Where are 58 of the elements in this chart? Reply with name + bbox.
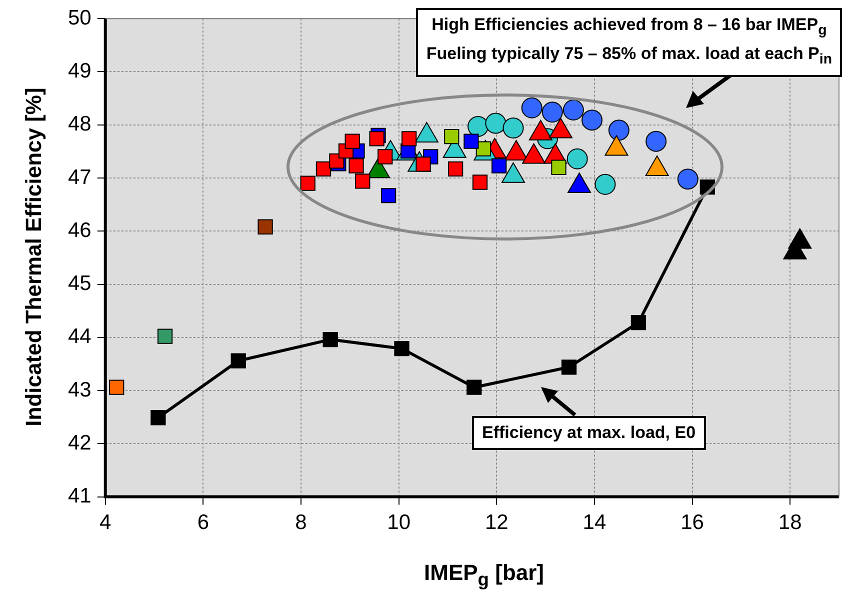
point xyxy=(521,97,542,118)
y-tick-label: 50 xyxy=(68,6,92,30)
point xyxy=(630,314,646,330)
x-tick-label: 18 xyxy=(778,511,802,534)
y-axis-title: Indicated Thermal Efficiency [%] xyxy=(21,88,47,426)
point xyxy=(150,410,166,426)
point xyxy=(109,380,124,395)
point xyxy=(594,174,616,195)
point xyxy=(502,118,524,139)
annotation: Efficiency at max. load, E0 xyxy=(472,416,706,450)
point xyxy=(394,340,410,356)
point xyxy=(369,131,384,146)
x-tick-label: 14 xyxy=(582,511,606,534)
point xyxy=(582,110,603,131)
point xyxy=(608,120,630,141)
point xyxy=(378,149,393,164)
point xyxy=(300,176,316,191)
y-tick-label: 47 xyxy=(68,166,92,189)
point xyxy=(566,148,588,170)
x-tick-label: 16 xyxy=(680,511,704,534)
point xyxy=(402,131,417,146)
y-tick-label: 49 xyxy=(68,60,92,83)
point xyxy=(551,160,566,175)
point xyxy=(380,188,396,204)
point xyxy=(448,161,464,177)
point xyxy=(464,134,479,149)
point xyxy=(157,328,173,344)
y-tick-label: 45 xyxy=(68,272,92,296)
x-axis-title: IMEP$_{g}$ [bar] xyxy=(423,560,545,590)
x-tick-label: 6 xyxy=(197,511,210,534)
point xyxy=(316,161,332,177)
point xyxy=(485,112,506,134)
point xyxy=(322,332,338,348)
point xyxy=(344,134,360,149)
point xyxy=(444,128,460,144)
point xyxy=(348,158,364,174)
point xyxy=(466,380,482,395)
y-tick-label: 46 xyxy=(68,218,92,242)
point xyxy=(258,219,273,234)
annotation: High Efficiencies achieved from 8 – 16 bar IMEP$_{g}$ Fueling typically 75 – 85% of max. load at each P$_{in}$ xyxy=(416,8,842,77)
point xyxy=(646,130,667,152)
point xyxy=(542,102,563,123)
y-tick-label: 42 xyxy=(68,431,92,454)
x-tick-label: 10 xyxy=(387,511,410,534)
point xyxy=(677,168,698,190)
point xyxy=(561,360,577,375)
x-tick-label: 12 xyxy=(484,511,508,534)
point xyxy=(355,174,370,189)
y-tick-label: 48 xyxy=(68,112,92,136)
x-tick-label: 8 xyxy=(295,511,307,534)
point xyxy=(230,353,246,368)
point xyxy=(492,158,507,174)
point xyxy=(562,99,584,120)
point xyxy=(472,174,488,190)
y-tick-label: 43 xyxy=(68,378,92,402)
y-tick-label: 44 xyxy=(68,325,92,348)
x-tick-label: 4 xyxy=(100,511,112,534)
y-tick-label: 41 xyxy=(68,484,92,508)
